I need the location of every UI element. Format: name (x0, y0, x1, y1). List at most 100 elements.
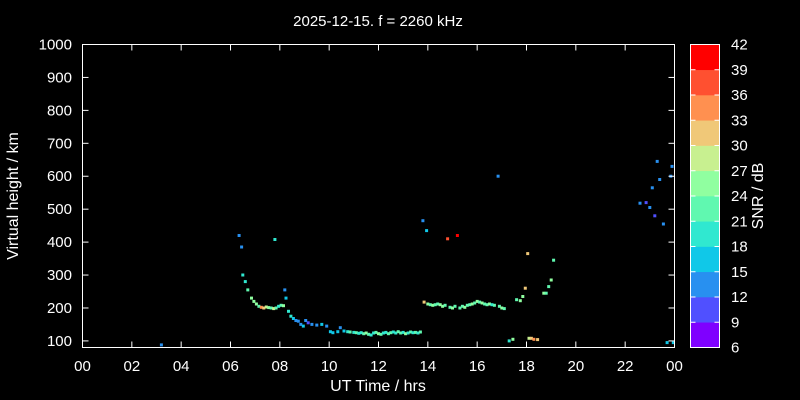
colorbar-segment (690, 221, 720, 247)
y-tick-label: 200 (47, 300, 72, 317)
data-point (364, 331, 368, 335)
data-point (331, 331, 335, 335)
y-tick-label: 800 (47, 102, 72, 119)
data-point (547, 285, 551, 289)
data-point (650, 186, 654, 190)
data-point (526, 252, 530, 256)
data-point (379, 332, 383, 336)
data-point (448, 305, 452, 309)
data-point (638, 201, 642, 205)
data-point (443, 303, 447, 307)
x-tick-label: 22 (617, 358, 634, 375)
data-point (299, 322, 303, 326)
data-point (527, 336, 531, 340)
data-point (367, 332, 371, 336)
data-point (433, 303, 437, 307)
data-point (544, 291, 548, 295)
plot-points (159, 159, 675, 347)
x-axis-label: UT Time / hrs (330, 378, 426, 395)
data-point (267, 306, 271, 310)
data-point (243, 280, 247, 284)
data-point (521, 295, 525, 298)
data-point (273, 238, 277, 241)
y-tick-label: 700 (47, 135, 72, 152)
data-point (473, 301, 477, 305)
data-point (241, 273, 245, 277)
data-point (264, 305, 268, 309)
data-point (254, 302, 258, 306)
data-point (404, 332, 408, 336)
data-point (653, 214, 657, 218)
x-tick-label: 18 (518, 358, 535, 375)
data-point (354, 331, 358, 335)
data-point (655, 159, 659, 163)
colorbar: 6 9 12 15 18 21 24 27 30 33 36 39 42 (690, 37, 748, 357)
x-tick-label: 10 (321, 358, 338, 375)
y-tick-label: 500 (47, 201, 72, 218)
x-tick-label: 14 (419, 358, 436, 375)
data-point (515, 298, 519, 302)
colorbar-segment (690, 120, 720, 146)
data-point (282, 304, 285, 308)
data-point (422, 300, 426, 304)
colorbar-tick-label: 39 (731, 62, 748, 79)
colorbar-tick-label: 6 (731, 340, 739, 357)
data-point (665, 341, 669, 345)
data-point (485, 303, 489, 307)
data-point (436, 302, 440, 306)
colorbar-tick-label: 24 (731, 188, 748, 205)
data-point (289, 314, 293, 318)
data-point (352, 330, 356, 334)
data-point (250, 296, 253, 300)
colorbar-segment (690, 95, 720, 121)
data-point (458, 306, 462, 310)
colorbar-tick-label: 9 (731, 314, 739, 331)
data-point (451, 306, 454, 310)
data-point (301, 324, 305, 328)
data-point (478, 300, 482, 304)
x-tick-label: 20 (567, 358, 584, 375)
data-point (438, 303, 442, 307)
x-tick-label: 02 (123, 358, 140, 375)
data-point (536, 338, 540, 342)
data-point (394, 331, 398, 335)
y-tick-label: 300 (47, 267, 72, 284)
data-point (502, 307, 506, 311)
data-point (511, 337, 515, 341)
data-point (421, 219, 425, 223)
data-point (475, 299, 479, 303)
data-point (269, 306, 273, 310)
data-point (401, 330, 405, 334)
data-point (369, 333, 373, 337)
colorbar-tick-label: 36 (731, 87, 748, 104)
data-point (389, 331, 393, 335)
y-tick-label: 100 (47, 333, 72, 350)
data-point (374, 330, 378, 334)
data-point (644, 201, 648, 205)
x-tick-label: 16 (469, 358, 486, 375)
data-point (259, 305, 263, 309)
data-point (552, 258, 556, 262)
y-tick-label: 900 (47, 69, 72, 86)
data-point (386, 332, 390, 336)
data-point (518, 299, 522, 303)
data-point (342, 329, 346, 333)
data-point (648, 206, 652, 209)
data-point (346, 330, 350, 334)
data-point (483, 302, 487, 306)
data-point (426, 302, 430, 306)
data-point (507, 339, 511, 343)
data-point (453, 304, 457, 308)
colorbar-tick-label: 30 (731, 138, 748, 155)
data-point (306, 321, 310, 325)
colorbar-segment (690, 297, 720, 323)
data-point (296, 319, 300, 323)
colorbar-segment (690, 196, 720, 222)
colorbar-segment (690, 246, 720, 273)
data-point (480, 301, 484, 305)
plot-frame (82, 44, 675, 348)
data-point (465, 303, 469, 307)
data-point (310, 322, 314, 326)
data-point (532, 337, 536, 341)
data-point (320, 322, 324, 326)
